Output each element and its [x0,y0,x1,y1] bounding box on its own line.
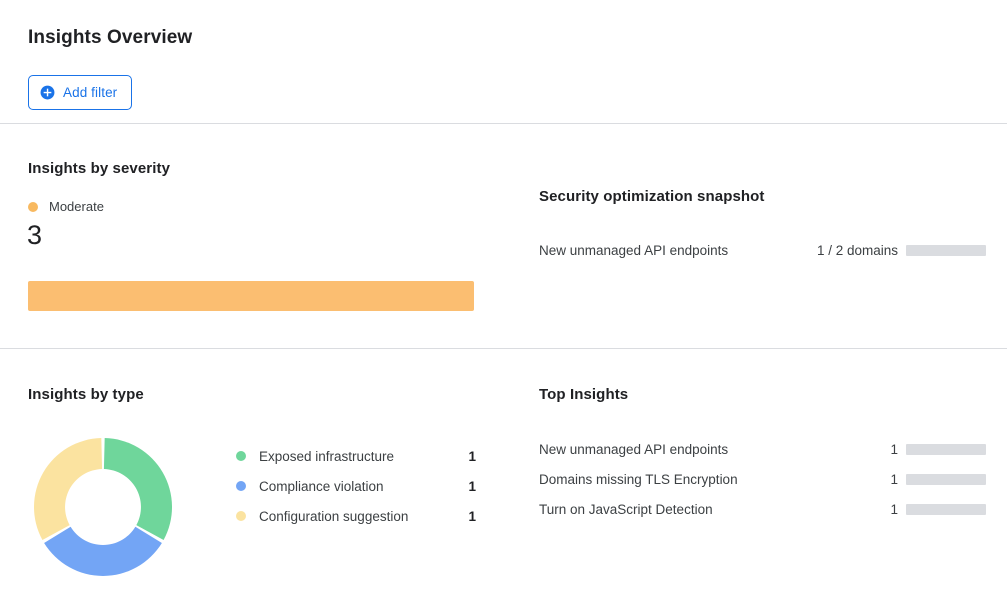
severity-count: 3 [27,220,43,250]
top-insights-row: Turn on JavaScript Detection 1 [539,494,986,524]
page-title: Insights Overview [28,27,193,48]
legend-item-value: 1 [468,508,476,524]
page-header: Insights Overview Add filter [0,0,1007,124]
insights-by-severity-title: Insights by severity [28,160,171,177]
add-filter-button[interactable]: Add filter [28,75,133,110]
snapshot-row-label: New unmanaged API endpoints [539,243,729,258]
insights-by-type-title: Insights by type [28,386,144,403]
top-insights-bar-track [906,503,986,515]
legend-dot-icon [236,451,246,461]
top-insights-row-value: 1 [890,441,898,457]
legend-item-label: Compliance violation [259,478,384,494]
legend-dot-icon [236,481,246,491]
legend-item-value: 1 [468,448,476,464]
security-optimization-snapshot-title: Security optimization snapshot [539,188,765,205]
donut-segment [103,438,172,541]
top-insights-row-value: 1 [890,501,898,517]
donut-segment [44,526,162,576]
severity-bar [28,281,474,311]
legend-item: Exposed infrastructure 1 [236,441,476,471]
top-insights-row-label: Turn on JavaScript Detection [539,501,713,517]
snapshot-row: New unmanaged API endpoints 1 / 2 domain… [539,242,986,259]
add-filter-label: Add filter [63,85,118,100]
snapshot-progress-track [906,245,986,256]
divider-middle [0,348,1007,349]
top-insights-row-label: New unmanaged API endpoints [539,441,729,457]
snapshot-row-value: 1 / 2 domains [816,243,898,258]
top-insights-row-label: Domains missing TLS Encryption [539,471,738,487]
top-insights-row-value: 1 [890,471,898,487]
legend-item: Compliance violation 1 [236,471,476,501]
top-insights-bar-track [906,443,986,455]
insights-by-type-donut-chart [32,436,174,578]
legend-item-label: Exposed infrastructure [259,448,395,464]
severity-legend: Moderate [28,199,104,214]
top-insights-title: Top Insights [539,386,629,403]
severity-legend-dot-icon [28,201,38,212]
divider-top [0,123,1007,124]
insights-by-type-legend: Exposed infrastructure 1 Compliance viol… [236,441,476,531]
legend-dot-icon [236,511,246,521]
legend-item-value: 1 [468,478,476,494]
plus-circle-icon [40,85,55,100]
top-insights-bar-track [906,473,986,485]
legend-item-label: Configuration suggestion [259,508,409,524]
legend-item: Configuration suggestion 1 [236,501,476,531]
top-insights-list: New unmanaged API endpoints 1 Domains mi… [539,434,986,524]
top-insights-row: Domains missing TLS Encryption 1 [539,464,986,494]
top-insights-row: New unmanaged API endpoints 1 [539,434,986,464]
severity-legend-label: Moderate [49,199,104,214]
donut-segment [33,438,103,541]
